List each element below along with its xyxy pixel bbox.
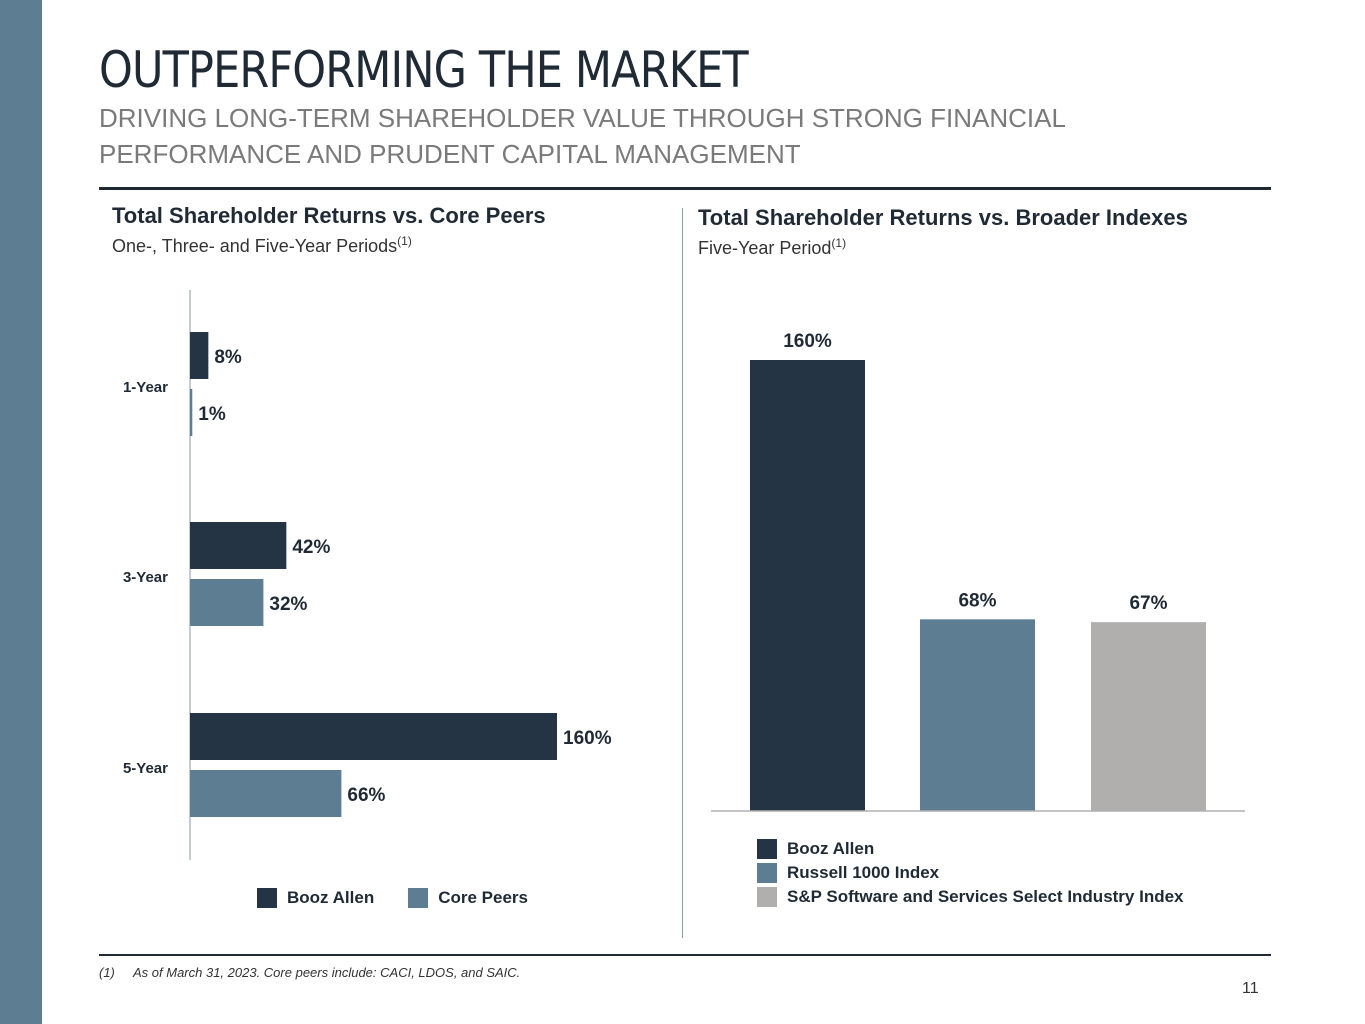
bar-core-peers-1-year	[190, 389, 193, 436]
data-label-core-peers-1-year: 1%	[198, 404, 226, 425]
data-label-booz-allen-3-year: 42%	[292, 537, 330, 558]
page-number: 11	[1242, 980, 1259, 997]
legend-swatch-russell	[757, 863, 777, 883]
category-label-1-year: 1-Year	[123, 379, 168, 396]
footer-rule	[99, 954, 1271, 956]
legend-right-russell: Russell 1000 Index	[757, 863, 939, 883]
left-chart-subtitle-text: One-, Three- and Five-Year Periods	[112, 236, 398, 256]
legend-right-booz-allen: Booz Allen	[757, 839, 874, 859]
left-chart-title: Total Shareholder Returns vs. Core Peers	[112, 203, 546, 228]
left-chart-subtitle: One-, Three- and Five-Year Periods(1)	[112, 234, 412, 257]
legend-label-core-peers: Core Peers	[438, 888, 528, 907]
legend-swatch-booz-allen	[257, 888, 277, 908]
side-accent-band	[0, 0, 42, 1024]
legend-label-russell: Russell 1000 Index	[787, 863, 940, 882]
footnote-number: (1)	[99, 965, 115, 980]
page-title: OUTPERFORMING THE MARKET	[99, 41, 749, 99]
bar-core-peers-5-year	[190, 770, 342, 817]
bar-sp-software-services	[1091, 622, 1206, 811]
footnote-text: As of March 31, 2023. Core peers include…	[133, 965, 521, 980]
bar-booz-allen-5-year	[190, 713, 557, 760]
right-chart-title: Total Shareholder Returns vs. Broader In…	[698, 205, 1188, 230]
legend-label-sp: S&P Software and Services Select Industr…	[787, 887, 1184, 906]
page-subtitle: DRIVING LONG-TERM SHAREHOLDER VALUE THRO…	[99, 103, 1065, 169]
data-label-core-peers-5-year: 66%	[347, 785, 385, 806]
legend-right-sp: S&P Software and Services Select Industr…	[757, 887, 1184, 907]
data-label-booz-allen-1-year: 8%	[214, 347, 242, 368]
legend-swatch-booz-allen	[757, 839, 777, 859]
footnote-ref: (1)	[397, 234, 412, 248]
category-label-3-year: 3-Year	[123, 569, 168, 586]
bar-core-peers-3-year	[190, 579, 264, 626]
data-label-booz-allen: 160%	[783, 331, 832, 352]
footnote: (1) As of March 31, 2023. Core peers incl…	[99, 965, 520, 980]
right-chart-subtitle: Five-Year Period(1)	[698, 236, 846, 259]
bar-booz-allen-1-year	[190, 332, 209, 379]
data-label-booz-allen-5-year: 160%	[563, 728, 612, 749]
data-label-core-peers-3-year: 32%	[269, 594, 307, 615]
legend-swatch-sp	[757, 887, 777, 907]
footnote-ref: (1)	[831, 236, 847, 250]
legend-swatch-core-peers	[408, 888, 429, 908]
legend-label-booz-allen: Booz Allen	[287, 888, 375, 907]
header-rule	[99, 187, 1271, 190]
panel-divider	[682, 208, 683, 938]
bar-booz-allen	[750, 360, 865, 811]
legend-label-booz-allen: Booz Allen	[787, 839, 875, 858]
right-chart-subtitle-text: Five-Year Period	[698, 238, 832, 258]
category-label-5-year: 5-Year	[123, 760, 168, 777]
bar-russell-1000	[920, 619, 1035, 811]
data-label-russell-1000: 68%	[958, 590, 996, 611]
bar-booz-allen-3-year	[190, 522, 287, 569]
legend-left: Booz Allen Core Peers	[257, 888, 528, 908]
data-label-sp-software-services: 67%	[1129, 593, 1167, 614]
